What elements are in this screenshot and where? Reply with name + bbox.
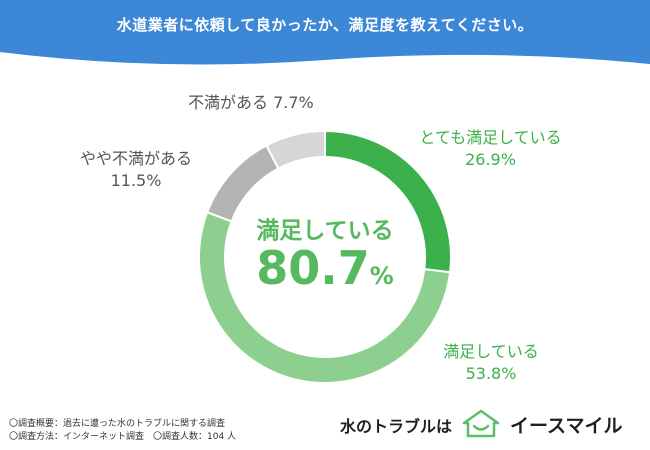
slice-label-slightly-dissatisfied: やや不満がある 11.5%	[66, 148, 206, 192]
center-value: 80.7%	[225, 240, 425, 307]
slice-label-very-satisfied: とても満足している 26.9%	[398, 127, 583, 171]
center-number: 80.7	[256, 241, 370, 295]
brand-block: 水のトラブルは イースマイル	[340, 406, 640, 442]
chart-title: 水道業者に依頼して良かったか、満足度を教えてください。	[116, 16, 534, 34]
slice-label-name: 満足している	[443, 342, 539, 361]
brand-tagline: 水のトラブルは	[340, 417, 453, 436]
slice-label-name: やや不満がある	[79, 149, 192, 168]
slice-label-value: 53.8%	[465, 364, 517, 383]
house-smile-icon	[462, 409, 500, 438]
slice-label-name: 不満がある	[188, 93, 269, 112]
center-caption: 満足している	[256, 218, 394, 244]
slice-dissatisfied	[264, 129, 326, 170]
brand-name: イースマイル	[510, 415, 623, 437]
slice-label-name: とても満足している	[419, 128, 562, 147]
header-wave	[0, 52, 650, 78]
slice-label-dissatisfied: 不満がある 7.7%	[188, 92, 348, 114]
footnote-survey-method: 〇調査方法：インターネット調査 〇調査人数：104 人	[9, 432, 237, 442]
center-unit: %	[369, 262, 394, 290]
slice-satisfied	[198, 210, 452, 384]
slice-label-satisfied: 満足している 53.8%	[416, 341, 566, 385]
footnote-survey-overview: 〇調査概要：過去に遭った水のトラブルに関する調査	[9, 419, 226, 429]
slice-label-value: 7.7%	[273, 93, 314, 112]
slice-label-value: 11.5%	[110, 171, 162, 190]
slice-label-value: 26.9%	[465, 150, 516, 169]
